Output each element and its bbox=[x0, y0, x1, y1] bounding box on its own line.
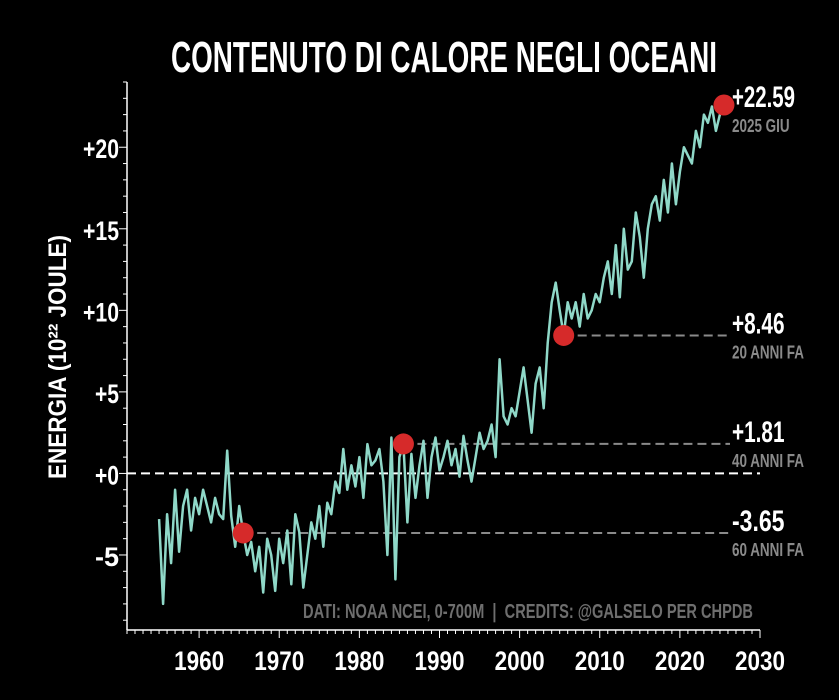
y-tick-label: +0 bbox=[95, 460, 119, 490]
x-tick-label: 2010 bbox=[575, 646, 625, 676]
x-tick-label: 2030 bbox=[735, 646, 785, 676]
x-tick-label: 1980 bbox=[334, 646, 384, 676]
annotation-value: +1.81 bbox=[732, 416, 785, 449]
x-tick-label: 1960 bbox=[174, 646, 224, 676]
y-tick-label: +15 bbox=[83, 216, 119, 246]
annotation-value: +8.46 bbox=[732, 307, 785, 340]
y-tick-label: +20 bbox=[83, 134, 119, 164]
chart-title: CONTENUTO DI CALORE NEGLI OCEANI bbox=[171, 33, 717, 82]
series-line bbox=[157, 104, 726, 606]
x-tick-label: 2000 bbox=[495, 646, 545, 676]
x-tick-label: 1970 bbox=[254, 646, 304, 676]
heat-content-line bbox=[157, 104, 726, 606]
data-marker bbox=[232, 522, 254, 544]
annotation-label: 60 ANNI FA bbox=[732, 540, 804, 560]
x-tick-label: 2020 bbox=[655, 646, 705, 676]
annotation-value: -3.65 bbox=[732, 505, 785, 538]
credits-text: DATI: NOAA NCEI, 0-700M | CREDITS: @GALS… bbox=[303, 601, 753, 623]
axes: -5 +0 +5 +10 +15 +20 1960 1970 1980 1990 2000 2010 2… bbox=[83, 81, 785, 676]
y-tick-label: -5 bbox=[95, 542, 119, 572]
annotation-value: +22.59 bbox=[732, 81, 795, 114]
data-marker bbox=[713, 94, 735, 116]
data-marker bbox=[392, 433, 414, 455]
x-tick-label: 1990 bbox=[414, 646, 464, 676]
y-tick-label: +5 bbox=[95, 379, 119, 409]
annotation-label: 20 ANNI FA bbox=[732, 342, 804, 362]
y-tick-label: +10 bbox=[83, 297, 119, 327]
y-axis-label: ENERGIA (10²² JOULE) bbox=[44, 235, 72, 479]
data-marker bbox=[553, 324, 575, 346]
guide-lines bbox=[127, 334, 760, 534]
annotation-label: 2025 GIU bbox=[732, 116, 790, 136]
annotation-label: 40 ANNI FA bbox=[732, 451, 804, 471]
